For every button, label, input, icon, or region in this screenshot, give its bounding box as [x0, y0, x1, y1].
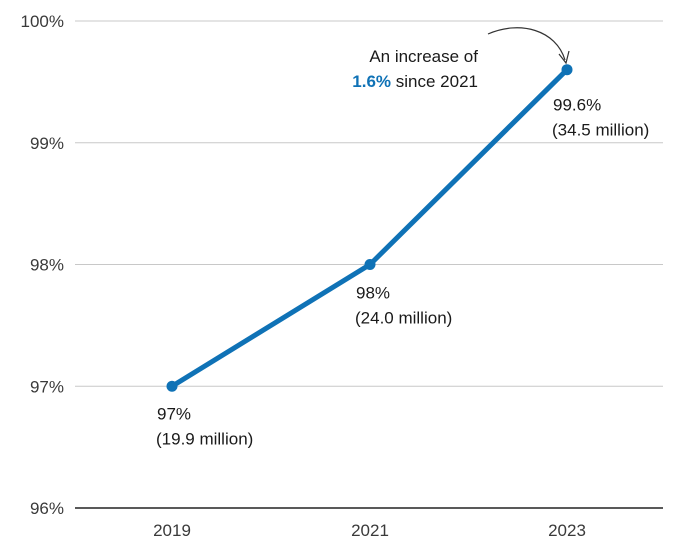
annotation-line-2: 1.6% since 2021 — [352, 72, 478, 91]
annotation-arrow — [487, 27, 566, 61]
data-label-detail: (19.9 million) — [156, 429, 253, 448]
x-tick-label: 2019 — [153, 521, 191, 539]
x-axis-ticks: 2019 2021 2023 — [153, 521, 586, 539]
data-label-value: 99.6% — [553, 96, 601, 115]
data-point — [166, 380, 178, 392]
series — [166, 64, 573, 392]
data-label-value: 98% — [356, 284, 390, 303]
y-axis-ticks: 96% 97% 98% 99% 100% — [21, 12, 64, 518]
x-tick-label: 2021 — [351, 521, 389, 539]
y-tick-label: 100% — [21, 12, 64, 31]
data-label-detail: (24.0 million) — [355, 309, 452, 328]
data-labels: 97% (19.9 million) 98% (24.0 million) 99.6% (… — [156, 96, 649, 449]
data-point — [561, 64, 573, 76]
annotation: An increase of 1.6% since 2021 — [352, 27, 570, 91]
y-tick-label: 99% — [30, 134, 64, 153]
y-tick-label: 96% — [30, 499, 64, 518]
annotation-highlight: 1.6% — [352, 72, 391, 91]
x-tick-label: 2023 — [548, 521, 586, 539]
data-label-detail: (34.5 million) — [552, 121, 649, 140]
annotation-line-2-rest: since 2021 — [391, 72, 478, 91]
y-tick-label: 98% — [30, 256, 64, 275]
annotation-arrowhead-icon — [558, 50, 570, 65]
series-line — [169, 67, 570, 389]
data-point — [364, 259, 376, 270]
data-label-value: 97% — [157, 404, 191, 423]
annotation-line-1: An increase of — [369, 47, 478, 66]
y-tick-label: 97% — [30, 377, 64, 396]
